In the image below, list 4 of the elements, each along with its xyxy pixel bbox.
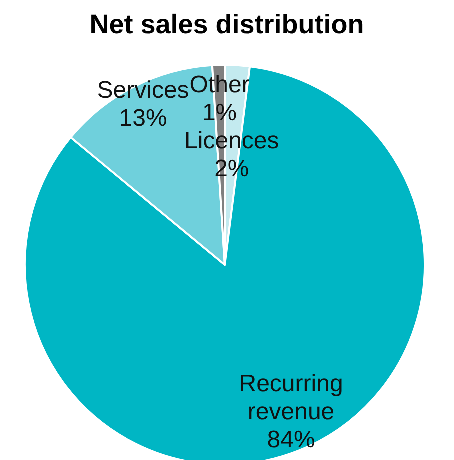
data-label: 13% bbox=[119, 105, 168, 132]
data-label: 84% bbox=[267, 426, 316, 454]
chart-title: Net sales distribution bbox=[90, 10, 364, 40]
slice-label: Recurring revenue bbox=[239, 370, 344, 426]
